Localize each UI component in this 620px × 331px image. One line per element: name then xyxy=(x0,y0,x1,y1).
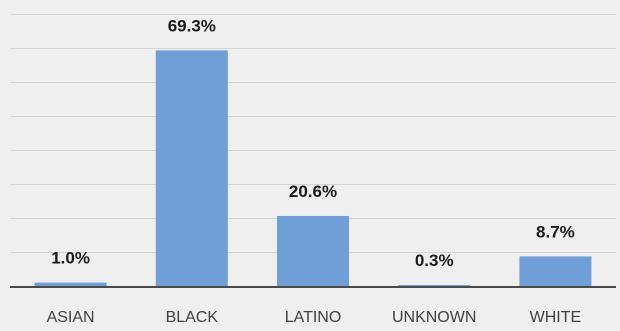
category-label-latino: LATINO xyxy=(285,309,342,326)
data-label-unknown: 0.3% xyxy=(415,251,454,270)
category-label-asian: ASIAN xyxy=(47,309,95,326)
bar-black xyxy=(155,50,228,286)
bars xyxy=(34,50,592,286)
category-label-unknown: UNKNOWN xyxy=(392,309,476,326)
gridlines xyxy=(10,14,616,253)
data-label-black: 69.3% xyxy=(168,16,216,35)
data-labels: 1.0% 69.3% 20.6% 0.3% 8.7% xyxy=(51,16,575,270)
bar-unknown xyxy=(398,284,471,286)
data-label-latino: 20.6% xyxy=(289,182,337,201)
category-label-white: WHITE xyxy=(530,309,582,326)
bar-latino xyxy=(277,215,349,286)
bar-asian xyxy=(34,282,107,286)
category-label-black: BLACK xyxy=(166,309,219,326)
category-labels: ASIAN BLACK LATINO UNKNOWN WHITE xyxy=(47,309,582,326)
bar-white xyxy=(519,256,592,286)
data-label-asian: 1.0% xyxy=(51,249,90,268)
data-label-white: 8.7% xyxy=(536,222,575,241)
